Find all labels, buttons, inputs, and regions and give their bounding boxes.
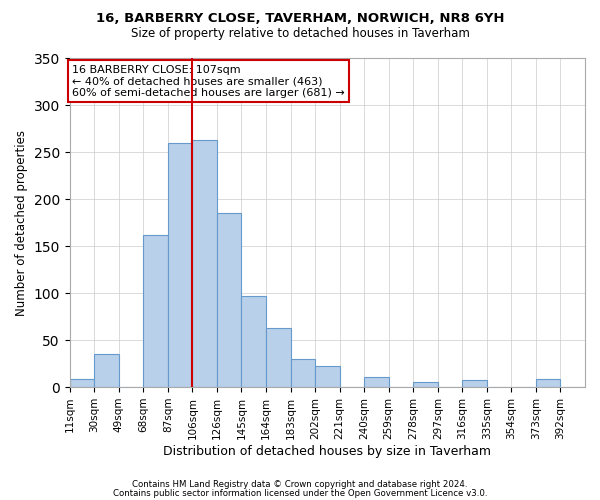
Y-axis label: Number of detached properties: Number of detached properties (15, 130, 28, 316)
Bar (364, 377, 389, 387)
X-axis label: Distribution of detached houses by size in Taverham: Distribution of detached houses by size … (163, 444, 491, 458)
Bar (315, 366, 340, 387)
Bar (70, 378, 94, 387)
Text: Contains HM Land Registry data © Crown copyright and database right 2024.: Contains HM Land Registry data © Crown c… (132, 480, 468, 489)
Text: 16 BARBERRY CLOSE: 107sqm
← 40% of detached houses are smaller (463)
60% of semi: 16 BARBERRY CLOSE: 107sqm ← 40% of detac… (72, 64, 345, 98)
Bar (536, 378, 560, 387)
Bar (193, 140, 217, 387)
Bar (94, 354, 119, 387)
Bar (413, 382, 438, 387)
Text: Size of property relative to detached houses in Taverham: Size of property relative to detached ho… (131, 28, 469, 40)
Bar (266, 328, 290, 387)
Bar (217, 213, 241, 387)
Bar (462, 380, 487, 387)
Text: 16, BARBERRY CLOSE, TAVERHAM, NORWICH, NR8 6YH: 16, BARBERRY CLOSE, TAVERHAM, NORWICH, N… (96, 12, 504, 26)
Bar (168, 142, 193, 387)
Bar (241, 296, 266, 387)
Bar (143, 235, 168, 387)
Bar (290, 359, 315, 387)
Text: Contains public sector information licensed under the Open Government Licence v3: Contains public sector information licen… (113, 489, 487, 498)
